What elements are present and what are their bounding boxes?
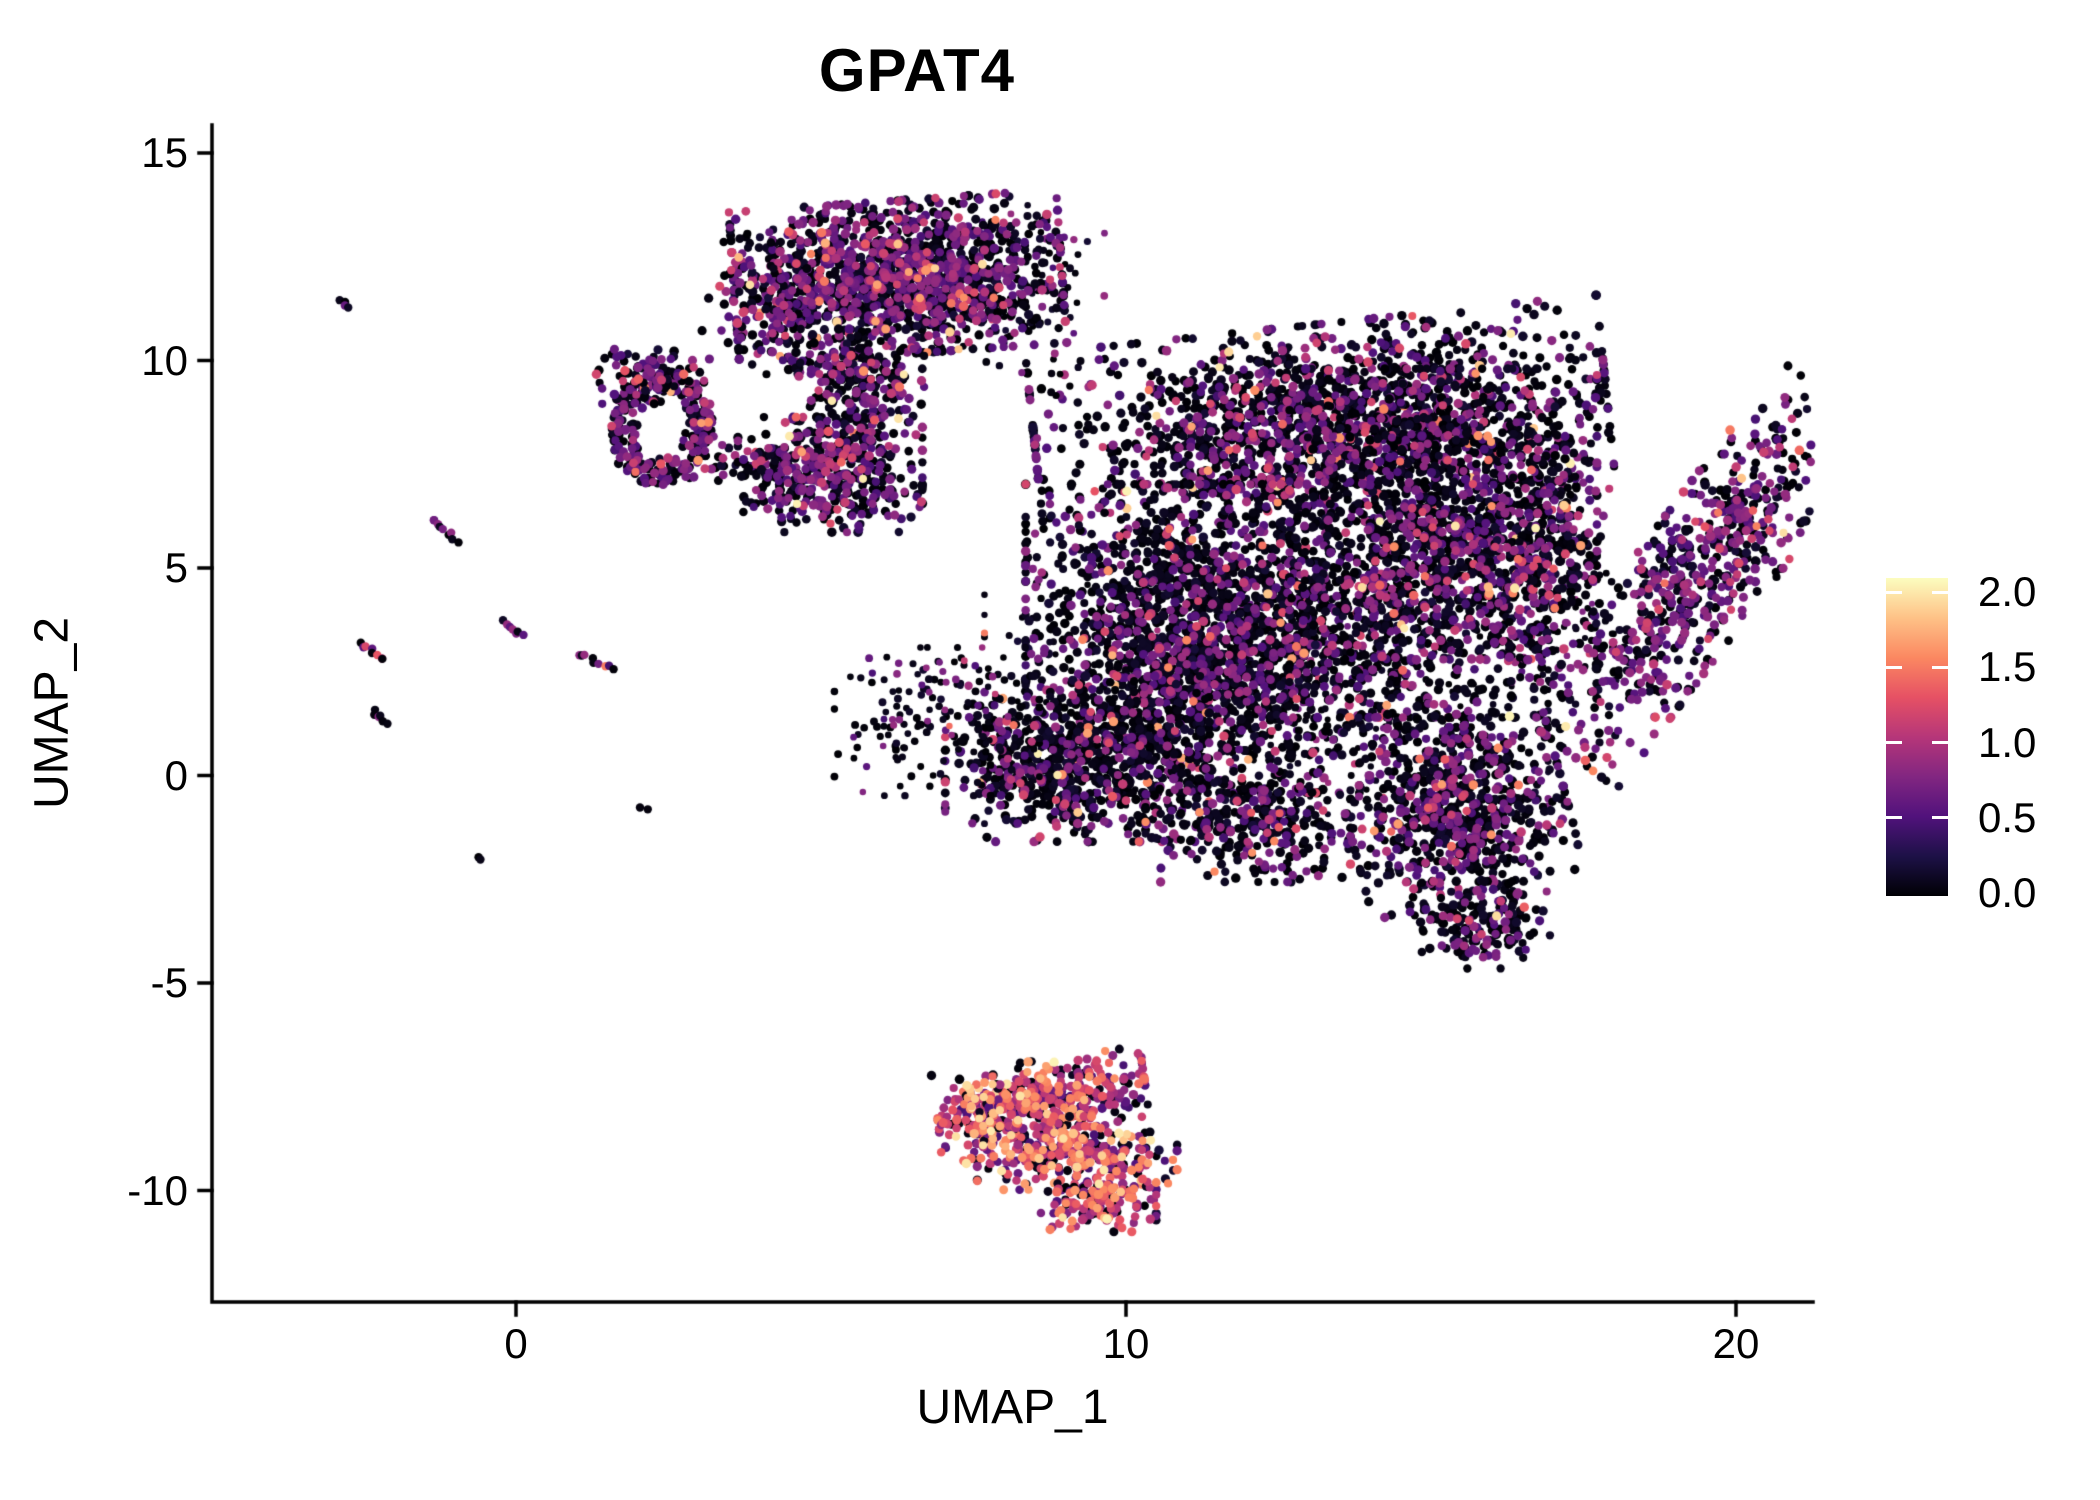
colorbar-tick xyxy=(1886,590,1902,594)
colorbar-tick-label: 0.5 xyxy=(1978,793,2037,841)
colorbar-tick-label: 2.0 xyxy=(1978,568,2037,615)
y-axis-tick-labels: 15 10 5 0 -5 -10 xyxy=(0,0,188,1500)
colorbar-tick xyxy=(1932,665,1948,669)
colorbar-tick xyxy=(1886,816,1902,820)
y-tick-label: 0 xyxy=(164,751,188,799)
colorbar-tick xyxy=(1932,590,1948,594)
x-tick-label: 0 xyxy=(504,1320,528,1367)
x-axis-title: UMAP_1 xyxy=(916,1381,1109,1434)
colorbar-tick-label: 1.0 xyxy=(1978,718,2037,766)
colorbar-gradient xyxy=(1886,578,1948,896)
plot-title: GPAT4 xyxy=(818,37,1016,104)
x-tick-label: 10 xyxy=(1102,1320,1150,1367)
colorbar-tick-label: 1.5 xyxy=(1978,643,2037,691)
y-tick-label: 5 xyxy=(164,544,188,591)
y-tick-label: 15 xyxy=(141,129,188,176)
y-tick-label: 10 xyxy=(141,336,188,384)
colorbar-tick xyxy=(1886,741,1902,744)
x-tick-label: 20 xyxy=(1712,1320,1760,1367)
colorbar-tick xyxy=(1886,665,1902,669)
colorbar-tick xyxy=(1932,816,1948,820)
colorbar-tick-label: 0.0 xyxy=(1978,869,2037,916)
colorbar-tick xyxy=(1932,741,1948,744)
y-tick-label: -5 xyxy=(150,959,188,1006)
y-tick-label: -10 xyxy=(127,1166,188,1214)
